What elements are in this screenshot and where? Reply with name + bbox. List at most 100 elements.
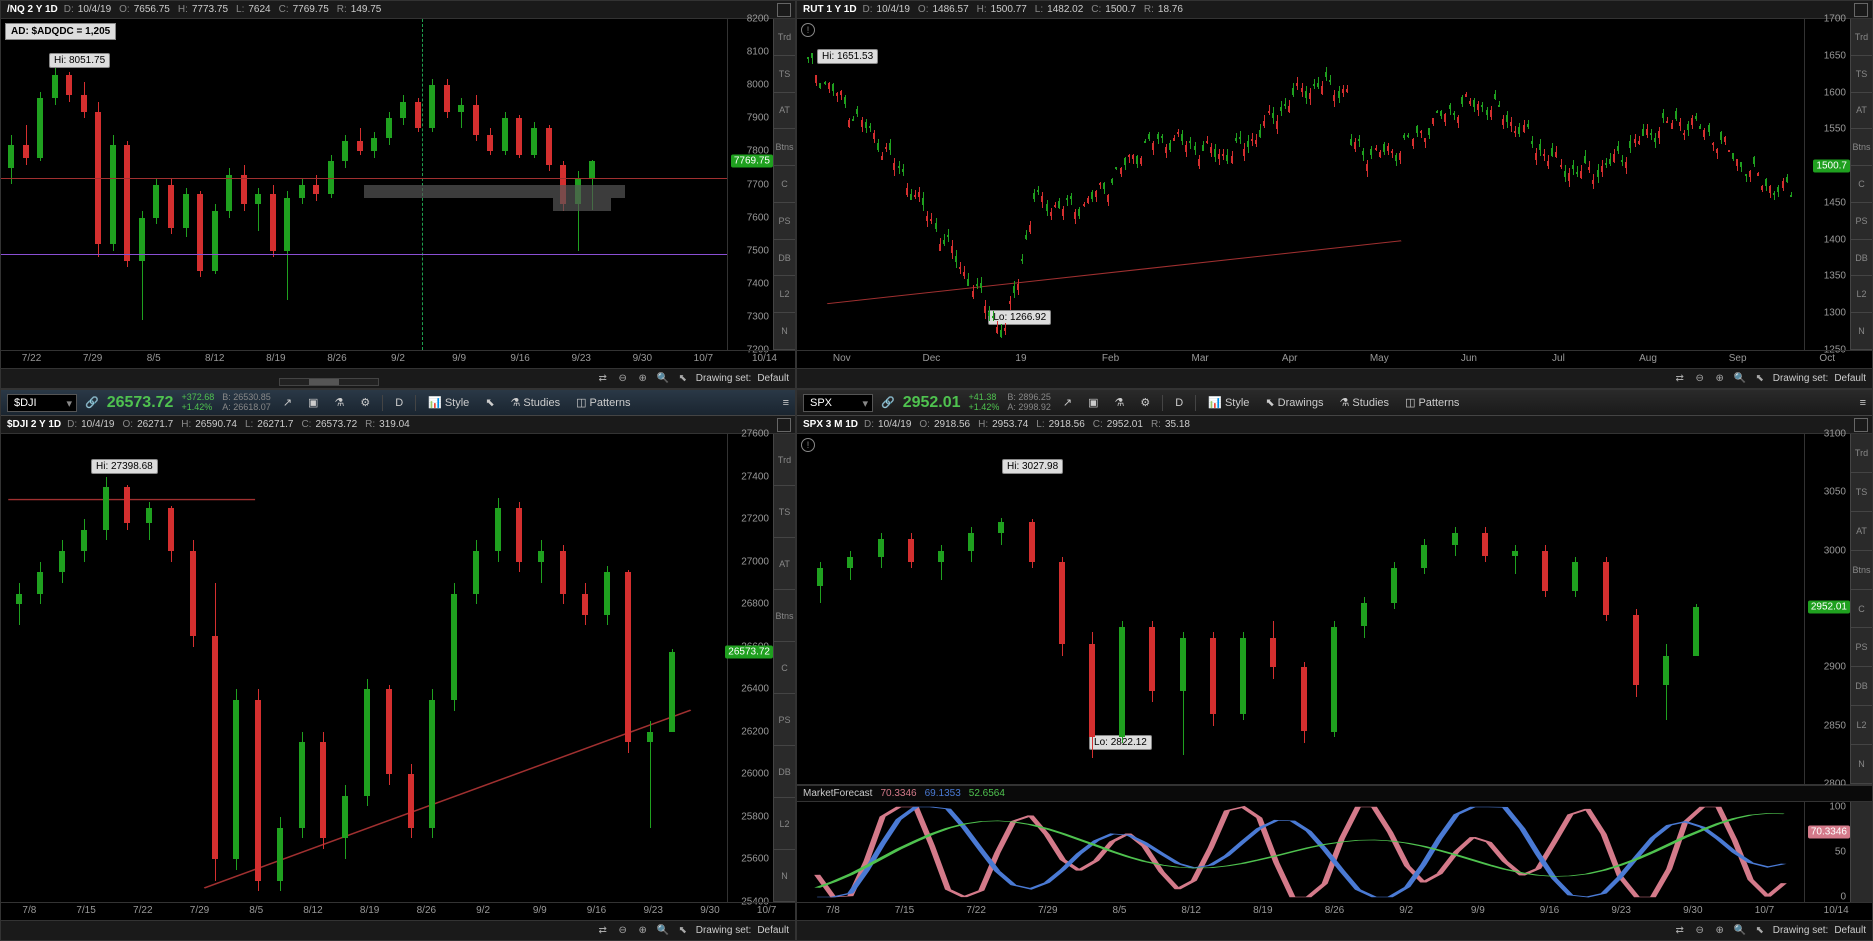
side-tab-ps[interactable]: PS [1851,628,1872,667]
drawing-set-value[interactable]: Default [757,373,789,384]
style-button[interactable]: 📊 Style [1204,394,1253,411]
link-icon[interactable]: 🔗 [85,396,99,409]
magnify-icon[interactable]: 🔍 [1733,924,1747,938]
side-tab-trd[interactable]: Trd [774,434,795,486]
cursor-icon[interactable]: ⬉ [676,924,690,938]
side-tab-db[interactable]: DB [1851,667,1872,706]
patterns-button[interactable]: ◫ Patterns [572,394,634,411]
arrow-left-right-icon[interactable]: ⇄ [596,924,610,938]
timeframe-select[interactable]: D [1171,395,1187,411]
symbol-tf: $DJI 2 Y 1D [7,419,61,430]
side-tab-n[interactable]: N [774,850,795,902]
zoom-out-icon[interactable]: ⊖ [1693,924,1707,938]
indicator-plot[interactable] [797,802,1804,902]
zoom-in-icon[interactable]: ⊕ [636,924,650,938]
magnify-icon[interactable]: 🔍 [1733,372,1747,386]
mf-value-3: 52.6564 [969,788,1005,799]
symbol-input[interactable]: $DJI [7,394,77,412]
cursor-icon[interactable]: ⬉ [1753,372,1767,386]
arrow-left-right-icon[interactable]: ⇄ [1673,372,1687,386]
expand-icon[interactable] [1854,3,1868,17]
side-tab-btns[interactable]: Btns [1851,129,1872,166]
side-tab-l2[interactable]: L2 [1851,706,1872,745]
side-tab-c[interactable]: C [774,642,795,694]
timeframe-select[interactable]: D [391,395,407,411]
drawing-set-value[interactable]: Default [1834,373,1866,384]
drawings-button[interactable]: ⬉ Drawings [1261,394,1327,411]
patterns-button[interactable]: ◫ Patterns [1401,394,1463,411]
symbol-input[interactable]: SPX [803,394,873,412]
share-icon[interactable]: ↗ [1059,394,1076,411]
arrow-left-right-icon[interactable]: ⇄ [1673,924,1687,938]
side-tab-btns[interactable]: Btns [1851,551,1872,590]
arrow-left-right-icon[interactable]: ⇄ [596,372,610,386]
drawing-set-value[interactable]: Default [757,925,789,936]
side-tab-n[interactable]: N [774,313,795,350]
side-tab-c[interactable]: C [1851,590,1872,629]
zoom-out-icon[interactable]: ⊖ [616,924,630,938]
side-tab-ps[interactable]: PS [774,203,795,240]
drawing-set-value[interactable]: Default [1834,925,1866,936]
side-tab-ts[interactable]: TS [1851,56,1872,93]
studies-button[interactable]: ⚗ Studies [507,394,565,411]
chart-plot-spx[interactable]: ! Hi: 3027.98 Lo: 2822.12 [797,434,1804,784]
side-tab-at[interactable]: AT [1851,93,1872,130]
flask-icon[interactable]: ⚗ [1111,394,1129,411]
side-tab-c[interactable]: C [774,166,795,203]
zoom-in-icon[interactable]: ⊕ [636,372,650,386]
h-scrollbar[interactable] [279,378,379,386]
zoom-in-icon[interactable]: ⊕ [1713,924,1727,938]
menu-icon[interactable]: ≡ [783,397,789,409]
cursor-icon[interactable]: ⬉ [1753,924,1767,938]
side-tab-ts[interactable]: TS [774,56,795,93]
side-tab-ts[interactable]: TS [774,486,795,538]
cursor-button[interactable]: ⬉ [481,394,498,411]
zoom-out-icon[interactable]: ⊖ [1693,372,1707,386]
side-tab-db[interactable]: DB [774,240,795,277]
magnify-icon[interactable]: 🔍 [656,372,670,386]
side-tab-trd[interactable]: Trd [774,19,795,56]
gear-icon[interactable]: ⚙ [356,394,374,411]
side-tab-l2[interactable]: L2 [774,798,795,850]
magnify-icon[interactable]: 🔍 [656,924,670,938]
chart-plot-dji[interactable]: Hi: 27398.68 [1,434,727,902]
expand-icon[interactable] [777,3,791,17]
style-button[interactable]: 📊 Style [424,394,473,411]
zoom-out-icon[interactable]: ⊖ [616,372,630,386]
info-icon[interactable]: ! [801,438,815,452]
camera-icon[interactable]: ▣ [304,394,322,411]
cursor-icon[interactable]: ⬉ [676,372,690,386]
side-tab-n[interactable]: N [1851,313,1872,350]
side-tab-n[interactable]: N [1851,745,1872,784]
side-tab-db[interactable]: DB [1851,240,1872,277]
side-tab-l2[interactable]: L2 [1851,276,1872,313]
expand-icon[interactable] [777,418,791,432]
camera-icon[interactable]: ▣ [1084,394,1102,411]
menu-icon[interactable]: ≡ [1860,397,1866,409]
chart-plot-rut[interactable]: ! Hi: 1651.53 Lo: 1266.92 [797,19,1804,350]
gear-icon[interactable]: ⚙ [1136,394,1154,411]
side-tab-ps[interactable]: PS [774,694,795,746]
share-icon[interactable]: ↗ [279,394,296,411]
mf-value-1: 70.3346 [880,788,916,799]
side-tab-ps[interactable]: PS [1851,203,1872,240]
side-tab-btns[interactable]: Btns [774,129,795,166]
side-tab-l2[interactable]: L2 [774,276,795,313]
side-tab-trd[interactable]: Trd [1851,19,1872,56]
side-tab-at[interactable]: AT [774,93,795,130]
side-tab-trd[interactable]: Trd [1851,434,1872,473]
flask-icon[interactable]: ⚗ [330,394,348,411]
side-tab-ts[interactable]: TS [1851,473,1872,512]
expand-icon[interactable] [1854,418,1868,432]
side-tab-db[interactable]: DB [774,746,795,798]
link-icon[interactable]: 🔗 [881,396,895,409]
studies-button[interactable]: ⚗ Studies [1335,394,1393,411]
side-tab-btns[interactable]: Btns [774,590,795,642]
side-tab-c[interactable]: C [1851,166,1872,203]
chart-plot-nq[interactable]: AD: $ADQDC = 1,205 Hi: 8051.75 [1,19,727,350]
side-tab-at[interactable]: AT [1851,512,1872,551]
zoom-in-icon[interactable]: ⊕ [1713,372,1727,386]
indicator-title: MarketForecast [803,788,872,799]
bid-ask-block: B: 26530.85 A: 26618.07 [222,393,271,413]
side-tab-at[interactable]: AT [774,538,795,590]
